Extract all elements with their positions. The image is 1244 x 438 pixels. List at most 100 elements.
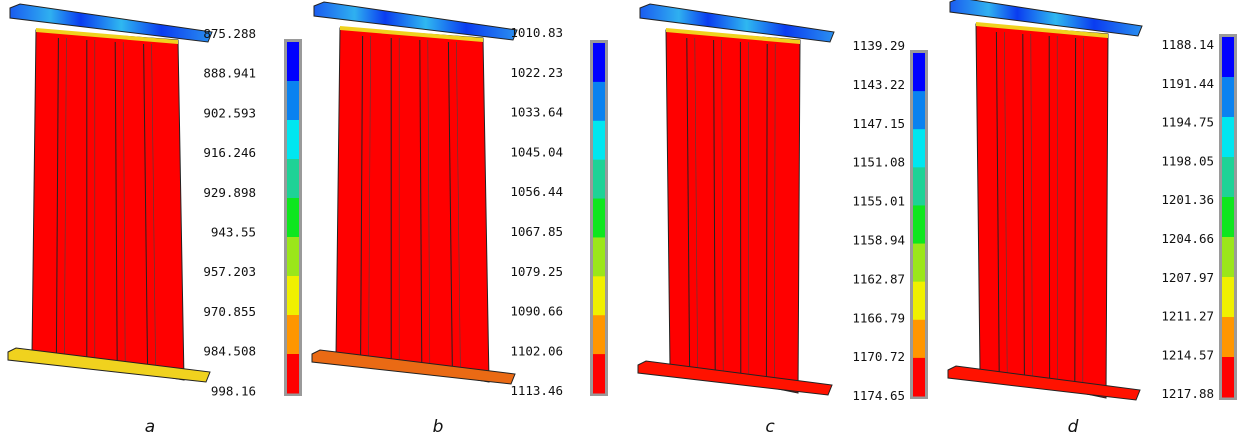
stiffener-edge <box>368 35 371 358</box>
stiffener <box>447 41 453 373</box>
color-swatch <box>287 315 299 355</box>
scale-tick-label: 1090.66 <box>510 304 563 319</box>
scale-tick-label: 888.941 <box>203 66 256 81</box>
flange-junction <box>666 28 800 44</box>
color-swatch <box>287 42 299 82</box>
stiffener-edge <box>1030 33 1033 379</box>
color-swatch <box>593 43 605 83</box>
scale-tick-label: 1139.29 <box>852 38 905 53</box>
scale-tick-label: 1211.27 <box>1161 309 1214 324</box>
color-bar <box>284 39 302 396</box>
color-swatch <box>913 357 925 397</box>
scale-tick-label: 1033.64 <box>510 105 563 120</box>
color-swatch <box>1222 317 1234 358</box>
color-swatch <box>593 198 605 238</box>
scale-tick-label: 943.55 <box>211 225 256 240</box>
top-flange <box>949 0 1143 37</box>
scale-tick-label: 902.593 <box>203 105 256 120</box>
scale-tick-label: 957.203 <box>203 264 256 279</box>
top-flange <box>313 1 518 41</box>
color-swatch <box>913 205 925 245</box>
scale-tick-label: 1217.88 <box>1161 386 1214 401</box>
color-swatch <box>287 354 299 394</box>
scale-tick-label: 1079.25 <box>510 264 563 279</box>
color-swatch <box>913 319 925 359</box>
scale-tick-label: 1198.05 <box>1161 153 1214 168</box>
scale-tick-label: 1045.04 <box>510 144 563 159</box>
bottom-flange <box>947 365 1141 401</box>
scale-tick-label: 1166.79 <box>852 310 905 325</box>
scale-tick-label: 1147.15 <box>852 116 905 131</box>
stiffener-edge <box>774 43 776 384</box>
color-swatch <box>287 159 299 199</box>
scale-tick-label: 1194.75 <box>1161 115 1214 130</box>
color-bar <box>910 50 928 399</box>
panel-d: 1188.14 1191.44 1194.75 1198.05 1201.36 1204.… <box>947 0 1237 437</box>
color-swatch <box>287 81 299 121</box>
stiffener-edge <box>64 37 67 356</box>
web-plate <box>335 27 490 383</box>
stiffener <box>765 43 768 384</box>
stiffener <box>55 37 59 356</box>
scale-tick-label: 1204.66 <box>1161 231 1214 246</box>
scale-tick-label: 970.855 <box>203 304 256 319</box>
stiffener-edge <box>694 37 698 369</box>
color-swatch <box>913 53 925 92</box>
color-swatch <box>1222 277 1234 318</box>
color-swatch <box>913 281 925 321</box>
color-bar <box>1219 34 1237 400</box>
scale-tick-label: 875.288 <box>203 26 256 41</box>
color-swatch <box>287 276 299 316</box>
scale-tick-label: 1010.83 <box>510 25 563 40</box>
scale-tick-label: 1143.22 <box>852 77 905 92</box>
web-plate <box>975 23 1109 399</box>
scale-tick-label: 1162.87 <box>852 271 905 286</box>
color-swatch <box>913 129 925 168</box>
scale-tick-label: 1188.14 <box>1161 37 1214 52</box>
flange-junction <box>36 28 178 44</box>
color-swatch <box>913 243 925 283</box>
scale-tick-label: 1113.46 <box>510 383 563 398</box>
scale-tick-label: 1170.72 <box>852 349 905 364</box>
stiffener-edge <box>456 41 461 373</box>
scale-tick-label: 1155.01 <box>852 194 905 209</box>
color-swatch <box>287 198 299 238</box>
scale-tick-label: 1201.36 <box>1161 192 1214 207</box>
color-swatch <box>1222 77 1234 118</box>
color-swatch <box>1222 117 1234 158</box>
scale-tick-label: 1067.85 <box>510 224 563 239</box>
flange-junction <box>340 26 483 42</box>
color-swatch <box>913 91 925 130</box>
stiffener-edge <box>122 41 126 366</box>
color-swatch <box>593 315 605 355</box>
scale-tick-label: 984.508 <box>203 344 256 359</box>
scale-tick-label: 1214.57 <box>1161 347 1214 362</box>
web-plate <box>665 29 801 394</box>
panel-b: 1010.83 1022.23 1033.64 1045.04 1056.44 1067.… <box>311 1 608 437</box>
scale-tick-label: 1191.44 <box>1161 76 1214 91</box>
scale-tick-label: 998.16 <box>211 383 256 398</box>
color-swatch <box>593 354 605 394</box>
color-swatch <box>1222 357 1234 398</box>
scale-tick-label: 1056.44 <box>510 184 563 199</box>
stiffener <box>1022 33 1025 379</box>
stiffener <box>1074 37 1077 389</box>
scale-tick-label: 1102.06 <box>510 343 563 358</box>
panel-caption: a <box>145 417 155 437</box>
bottom-flange <box>7 347 211 383</box>
scale-tick-label: 1174.65 <box>852 388 905 403</box>
stiffener <box>713 39 716 374</box>
scale-tick-label: 1207.97 <box>1161 270 1214 285</box>
stiffener-edge <box>427 39 431 368</box>
web-plate <box>31 29 185 381</box>
stiffener <box>360 35 364 358</box>
bottom-flange <box>637 360 833 396</box>
scale-tick-label: 929.898 <box>203 185 256 200</box>
stiffener <box>995 31 1000 374</box>
scale-tick-label: 1022.23 <box>510 65 563 80</box>
stiffener-edge <box>1082 37 1084 389</box>
flange-junction <box>976 22 1108 38</box>
color-swatch <box>593 81 605 122</box>
color-swatch <box>1222 237 1234 278</box>
